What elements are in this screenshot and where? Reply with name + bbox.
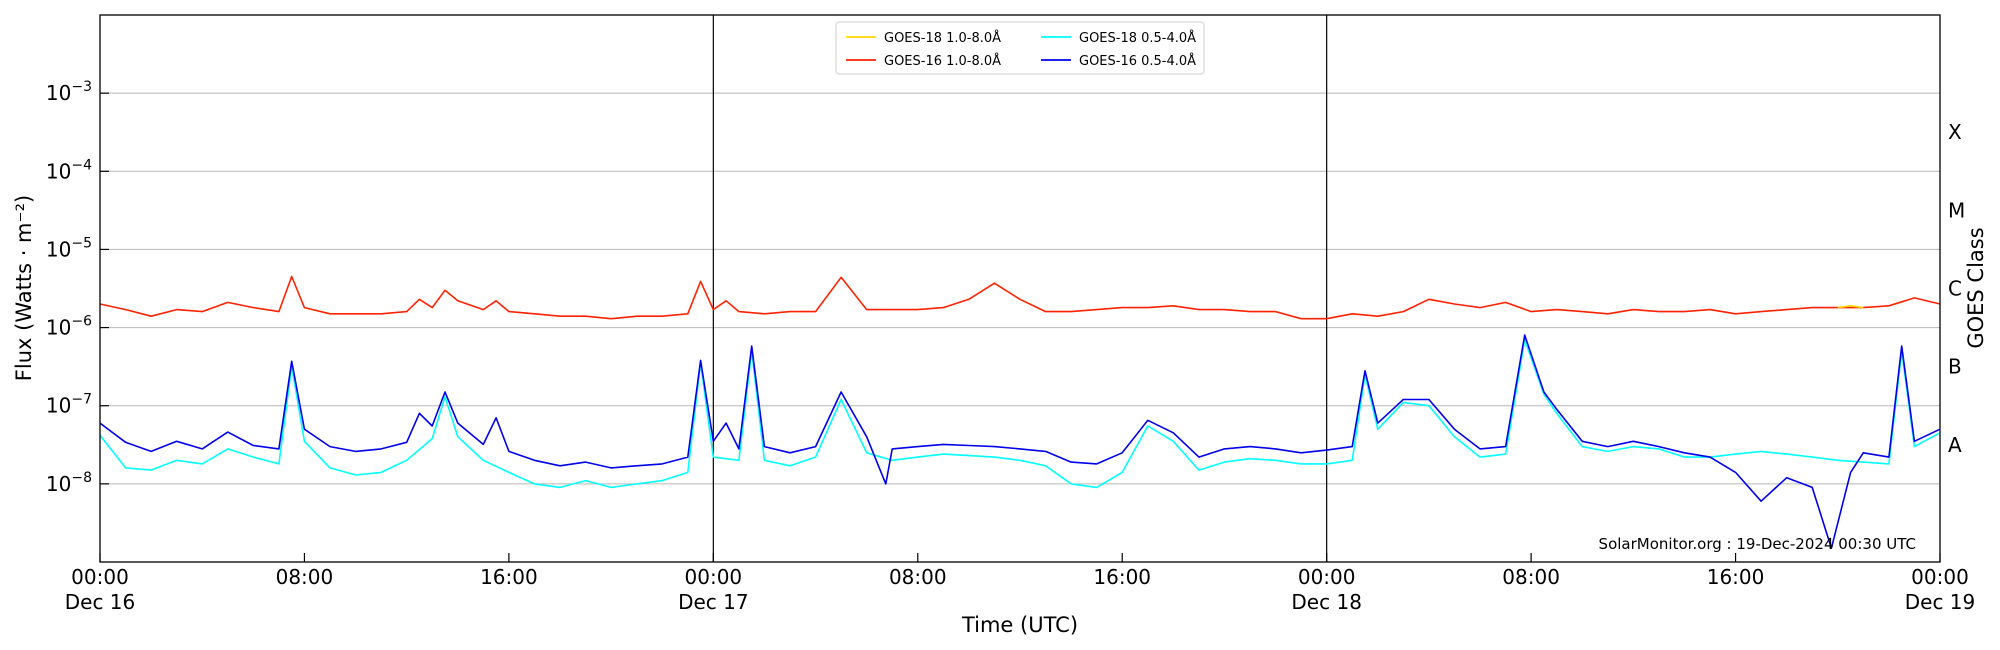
y-axis-ticks: 10−8 10−7 10−6 10−5 10−4 10−3 xyxy=(46,79,109,496)
x-tick-date-label: Dec 19 xyxy=(1905,590,1976,614)
x-tick-date-label: Dec 16 xyxy=(65,590,136,614)
y-tick-label: 10−3 xyxy=(46,79,92,105)
flux-series xyxy=(99,275,1941,550)
legend-label: GOES-18 0.5-4.0Å xyxy=(1079,30,1196,46)
series-line xyxy=(1837,304,1864,309)
goes-class-label: X xyxy=(1948,120,1962,144)
legend-label: GOES-16 0.5-4.0Å xyxy=(1079,53,1196,69)
series-line xyxy=(99,334,1941,550)
legend-label: GOES-16 1.0-8.0Å xyxy=(884,53,1001,69)
x-tick-time-label: 16:00 xyxy=(1093,565,1151,589)
x-tick-date-label: Dec 18 xyxy=(1291,590,1362,614)
goes-class-labels: A B C M X xyxy=(1948,120,1965,457)
x-tick-time-label: 08:00 xyxy=(276,565,334,589)
plot-frame xyxy=(99,14,1941,563)
x-tick-time-label: 16:00 xyxy=(1707,565,1765,589)
legend-box xyxy=(835,21,1205,75)
goes-class-label: B xyxy=(1948,355,1962,379)
x-tick-date-label: Dec 17 xyxy=(678,590,749,614)
x-tick-time-label: 00:00 xyxy=(1298,565,1356,589)
y-tick-label: 10−5 xyxy=(46,235,92,261)
goes-class-label: A xyxy=(1948,433,1962,457)
x-tick-time-label: 08:00 xyxy=(1502,565,1560,589)
x-tick-time-label: 00:00 xyxy=(71,565,129,589)
series-line xyxy=(99,275,1941,320)
x-axis-title: Time (UTC) xyxy=(961,613,1078,637)
x-tick-time-label: 08:00 xyxy=(889,565,947,589)
x-tick-time-label: 00:00 xyxy=(1911,565,1969,589)
goes-class-label: C xyxy=(1948,277,1962,301)
y-tick-label: 10−4 xyxy=(46,157,92,183)
credit-text: SolarMonitor.org : 19-Dec-2024 00:30 UTC xyxy=(1599,535,1916,553)
y-tick-label: 10−6 xyxy=(46,314,92,340)
y-tick-label: 10−8 xyxy=(46,470,92,496)
right-axis-title: GOES Class xyxy=(1964,227,1988,348)
series-line xyxy=(99,338,1941,489)
day-marker-lines xyxy=(712,15,1328,562)
legend: GOES-18 1.0-8.0Å GOES-18 0.5-4.0Å GOES-16 … xyxy=(835,21,1205,75)
goes-class-label: M xyxy=(1948,198,1965,222)
x-tick-time-label: 00:00 xyxy=(685,565,743,589)
y-tick-label: 10−7 xyxy=(46,392,92,418)
y-axis-title: Flux (Watts · m⁻²) xyxy=(12,195,36,381)
horizontal-grid xyxy=(100,92,1940,485)
legend-label: GOES-18 1.0-8.0Å xyxy=(884,30,1001,46)
x-tick-time-label: 16:00 xyxy=(480,565,538,589)
